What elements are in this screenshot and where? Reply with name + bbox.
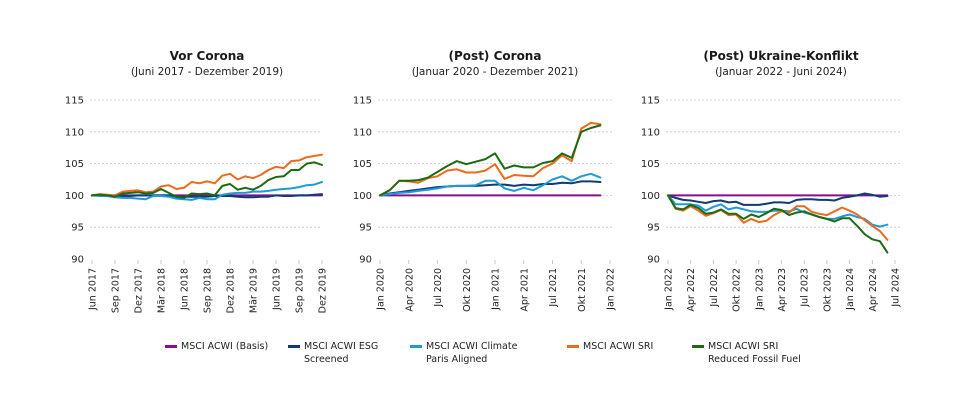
- series-line-esg: [667, 192, 889, 206]
- x-tick-label: Apr 2023: [777, 268, 788, 312]
- x-tick-label: Jun 2017: [88, 268, 99, 311]
- series-line-sri: [379, 121, 602, 197]
- chart-subtitle: (Januar 2020 - Dezember 2021): [412, 66, 579, 78]
- series-line-esg: [379, 180, 602, 197]
- x-tick-label: Apr 2021: [519, 268, 530, 312]
- y-tick-label: 115: [65, 96, 84, 107]
- legend-label-sri-rff: MSCI ACWI SRI Reduced Fossil Fuel: [708, 341, 801, 365]
- x-tick-label: Okt 2023: [822, 268, 833, 312]
- legend-label-basis: MSCI ACWI (Basis): [181, 341, 269, 352]
- series-line-climate: [667, 194, 889, 228]
- series-line-sri: [91, 153, 323, 197]
- y-tick-label: 100: [641, 191, 660, 202]
- x-tick-label: Jul 2024: [891, 268, 902, 308]
- x-tick-label: Okt 2021: [577, 268, 588, 312]
- x-tick-label: Jul 2022: [709, 268, 720, 308]
- chart-subtitle: (Juni 2017 - Dezember 2019): [131, 66, 283, 78]
- x-tick-label: Sep 2017: [111, 268, 122, 313]
- x-tick-label: Apr 2024: [868, 268, 879, 312]
- x-tick-label: Jan 2022: [606, 268, 617, 311]
- x-tick-label: Jan 2021: [491, 268, 502, 311]
- x-tick-label: Mär 2018: [157, 268, 168, 313]
- x-tick-label: Jan 2022: [664, 268, 675, 311]
- x-tick-label: Okt 2022: [732, 268, 743, 312]
- chart-panel-3: (Post) Ukraine-Konflikt (Januar 2022 - Ju…: [641, 49, 902, 312]
- y-tick-label: 115: [641, 96, 660, 107]
- x-tick-label: Mär 2019: [249, 268, 260, 313]
- series-line-climate: [91, 181, 323, 201]
- x-tick-label: Jan 2023: [754, 268, 765, 311]
- legend-label-climate: MSCI ACWI Climate Paris Aligned: [426, 341, 518, 365]
- x-tick-label: Sep 2019: [295, 268, 306, 313]
- y-tick-label: 115: [353, 96, 372, 107]
- x-tick-label: Jun 2018: [180, 268, 191, 311]
- legend-swatch-basis: [165, 345, 177, 348]
- legend-label-sri: MSCI ACWI SRI: [583, 341, 654, 352]
- y-tick-label: 90: [647, 255, 660, 266]
- y-tick-label: 105: [65, 159, 84, 170]
- x-tick-label: Apr 2022: [686, 268, 697, 312]
- x-tick-label: Jun 2019: [272, 268, 283, 311]
- x-tick-label: Jul 2021: [548, 268, 559, 308]
- x-tick-label: Okt 2020: [462, 268, 473, 312]
- legend-swatch-climate: [410, 345, 422, 348]
- chart-title: (Post) Ukraine-Konflikt: [703, 49, 858, 63]
- series-line-sri: [667, 194, 889, 241]
- y-tick-label: 95: [647, 223, 660, 234]
- x-tick-label: Apr 2020: [404, 268, 415, 312]
- x-tick-label: Jul 2020: [433, 268, 444, 308]
- y-tick-label: 95: [359, 223, 372, 234]
- chart-title: Vor Corona: [170, 49, 245, 63]
- series-line-esg: [91, 193, 323, 199]
- y-tick-label: 110: [353, 127, 372, 138]
- x-tick-label: Dez 2019: [318, 268, 329, 313]
- x-tick-label: Dez 2017: [134, 268, 145, 313]
- y-tick-label: 100: [353, 191, 372, 202]
- y-tick-label: 105: [353, 159, 372, 170]
- chart-panel-2: (Post) Corona (Januar 2020 - Dezember 202…: [353, 49, 617, 312]
- chart-panel-1: Vor Corona (Juni 2017 - Dezember 2019) 90 9…: [65, 49, 329, 313]
- y-tick-label: 100: [65, 191, 84, 202]
- series-line-climate: [379, 172, 602, 197]
- legend-swatch-sri: [567, 345, 579, 348]
- series-line-sri_rff: [667, 194, 889, 254]
- y-tick-label: 105: [641, 159, 660, 170]
- series-line-sri_rff: [379, 124, 602, 197]
- chart-subtitle: (Januar 2022 - Juni 2024): [715, 66, 847, 78]
- x-tick-label: Jul 2023: [800, 268, 811, 308]
- chart-title: (Post) Corona: [449, 49, 542, 63]
- legend-label-esg: MSCI ACWI ESG Screened: [304, 341, 379, 365]
- x-tick-label: Sep 2018: [203, 268, 214, 313]
- y-tick-label: 90: [71, 255, 84, 266]
- legend-swatch-esg: [288, 345, 300, 348]
- x-tick-label: Jan 2024: [845, 268, 856, 311]
- legend-swatch-sri-rff: [692, 345, 704, 348]
- y-tick-label: 110: [641, 127, 660, 138]
- y-tick-label: 95: [71, 223, 84, 234]
- y-tick-label: 90: [359, 255, 372, 266]
- x-tick-label: Dez 2018: [226, 268, 237, 313]
- y-tick-label: 110: [65, 127, 84, 138]
- series-line-sri_rff: [91, 161, 323, 199]
- chart-legend: MSCI ACWI (Basis) MSCI ACWI ESG Screened…: [0, 340, 960, 380]
- x-tick-label: Jan 2020: [376, 268, 387, 311]
